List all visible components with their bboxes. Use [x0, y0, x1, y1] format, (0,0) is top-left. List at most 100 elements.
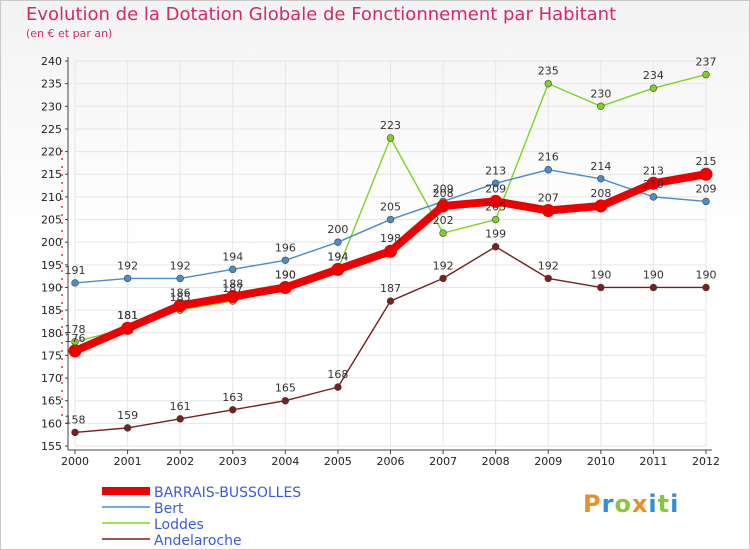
chart-subtitle: (en € et par an) — [26, 27, 113, 40]
data-label-bert-2009: 216 — [538, 151, 559, 164]
data-label-andelaroche-2002: 161 — [170, 400, 191, 413]
data-label-bert-2000: 191 — [65, 264, 86, 277]
point-loddes-2011 — [649, 84, 658, 92]
point-bert-2000 — [71, 279, 79, 287]
data-label-barrais-bussolles-2003: 188 — [222, 278, 243, 291]
point-loddes-2007 — [439, 229, 447, 237]
data-label-barrais-bussolles-2007: 208 — [433, 187, 454, 200]
x-tick-label-2010: 2010 — [587, 455, 615, 468]
data-label-barrais-bussolles-2004: 190 — [275, 268, 296, 281]
point-barrais-bussolles-2009 — [541, 203, 555, 217]
point-loddes-2009 — [544, 79, 552, 88]
y-tick-label-160: 160 — [41, 417, 62, 430]
x-tick-label-2000: 2000 — [61, 455, 89, 468]
data-label-loddes-2002: 185 — [170, 291, 191, 304]
point-bert-2008 — [491, 179, 500, 187]
logo-letter: t — [657, 490, 671, 518]
logo-letter: x — [631, 490, 649, 518]
data-label-andelaroche-2009: 192 — [538, 259, 559, 272]
point-loddes-2012 — [702, 70, 710, 79]
logo-letter: r — [601, 490, 615, 518]
point-bert-2005 — [334, 238, 342, 246]
data-label-loddes-2003: 187 — [222, 282, 243, 295]
data-label-andelaroche-2003: 163 — [222, 391, 243, 404]
data-label-bert-2008: 213 — [485, 164, 506, 177]
point-loddes-2008 — [491, 215, 500, 224]
y-tick-label-185: 185 — [41, 304, 62, 317]
point-barrais-bussolles-2000 — [68, 344, 82, 358]
point-barrais-bussolles-2007 — [436, 199, 450, 213]
data-label-bert-2003: 194 — [222, 250, 243, 263]
series-layer — [68, 70, 713, 437]
point-bert-2002 — [176, 274, 184, 283]
legend-label-andelaroche: Andelaroche — [154, 533, 242, 549]
point-barrais-bussolles-2012 — [699, 167, 713, 181]
x-tick-label-2004: 2004 — [271, 455, 299, 468]
data-label-andelaroche-2011: 190 — [643, 268, 664, 281]
data-label-andelaroche-2004: 165 — [275, 382, 296, 395]
point-andelaroche-2002 — [176, 415, 184, 423]
point-bert-2003 — [229, 265, 237, 274]
x-tick-label-2008: 2008 — [482, 455, 510, 468]
logo-letter: P — [583, 490, 602, 518]
logo-letter: i — [648, 490, 658, 518]
data-label-bert-2005: 200 — [327, 223, 348, 236]
data-label-bert-2001: 192 — [117, 259, 138, 272]
logo-letter: i — [670, 490, 680, 518]
point-barrais-bussolles-2003 — [226, 290, 240, 304]
data-label-andelaroche-2001: 159 — [117, 409, 138, 422]
y-tick-label-205: 205 — [41, 214, 62, 227]
point-bert-2001 — [123, 274, 132, 283]
data-label-bert-2012: 209 — [696, 182, 717, 195]
point-bert-2011 — [649, 193, 658, 201]
y-tick-label-235: 235 — [41, 78, 62, 91]
x-tick-label-2003: 2003 — [219, 455, 247, 468]
point-andelaroche-2004 — [281, 397, 290, 405]
y-tick-label-230: 230 — [41, 100, 62, 113]
data-label-barrais-bussolles-2005: 194 — [327, 250, 348, 263]
point-andelaroche-2008 — [491, 243, 500, 251]
data-label-loddes-2005: 194 — [327, 250, 348, 263]
data-label-loddes-2006: 223 — [380, 119, 401, 132]
data-label-andelaroche-2005: 168 — [327, 368, 348, 381]
point-andelaroche-2010 — [597, 283, 605, 292]
data-label-bert-2004: 196 — [275, 241, 296, 254]
data-label-barrais-bussolles-2009: 207 — [538, 191, 559, 204]
point-barrais-bussolles-2001 — [121, 321, 135, 335]
y-tick-label-170: 170 — [41, 372, 62, 385]
data-label-andelaroche-2012: 190 — [696, 268, 717, 281]
data-label-bert-2010: 214 — [590, 160, 611, 173]
data-label-loddes-2010: 230 — [590, 87, 611, 100]
data-label-loddes-2004: 190 — [275, 268, 296, 281]
x-tick-label-2002: 2002 — [166, 455, 194, 468]
legend-label-loddes: Loddes — [154, 517, 204, 533]
data-label-bert-2007: 209 — [433, 182, 454, 195]
x-tick-label-2001: 2001 — [114, 455, 142, 468]
data-label-barrais-bussolles-2010: 208 — [590, 187, 611, 200]
x-tick-label-2006: 2006 — [377, 455, 405, 468]
data-label-barrais-bussolles-2001: 181 — [117, 309, 138, 322]
data-label-loddes-2011: 234 — [643, 69, 664, 82]
logo-letter: o — [614, 490, 632, 518]
point-barrais-bussolles-2006 — [384, 244, 397, 258]
data-label-loddes-2001: 181 — [117, 309, 138, 322]
legend-label-barrais-bussolles: BARRAIS-BUSSOLLES — [154, 485, 301, 501]
data-label-andelaroche-2007: 192 — [433, 259, 454, 272]
axes: 155 160 165 170 175 180 185 190 195 200 205 210 215 2… — [41, 55, 720, 468]
data-label-andelaroche-2000: 158 — [65, 413, 86, 426]
data-label-loddes-2008: 205 — [485, 201, 506, 214]
data-label-loddes-2007: 202 — [433, 214, 454, 227]
point-andelaroche-2006 — [386, 297, 395, 305]
point-andelaroche-2005 — [334, 383, 342, 391]
y-tick-label-225: 225 — [41, 123, 62, 136]
y-tick-label-240: 240 — [41, 55, 62, 68]
data-label-barrais-bussolles-2006: 198 — [380, 232, 401, 245]
data-label-andelaroche-2010: 190 — [590, 268, 611, 281]
point-barrais-bussolles-2005 — [331, 262, 345, 276]
data-label-loddes-2000: 178 — [65, 323, 86, 336]
data-label-barrais-bussolles-2011: 213 — [643, 164, 664, 177]
y-tick-label-215: 215 — [41, 168, 62, 181]
